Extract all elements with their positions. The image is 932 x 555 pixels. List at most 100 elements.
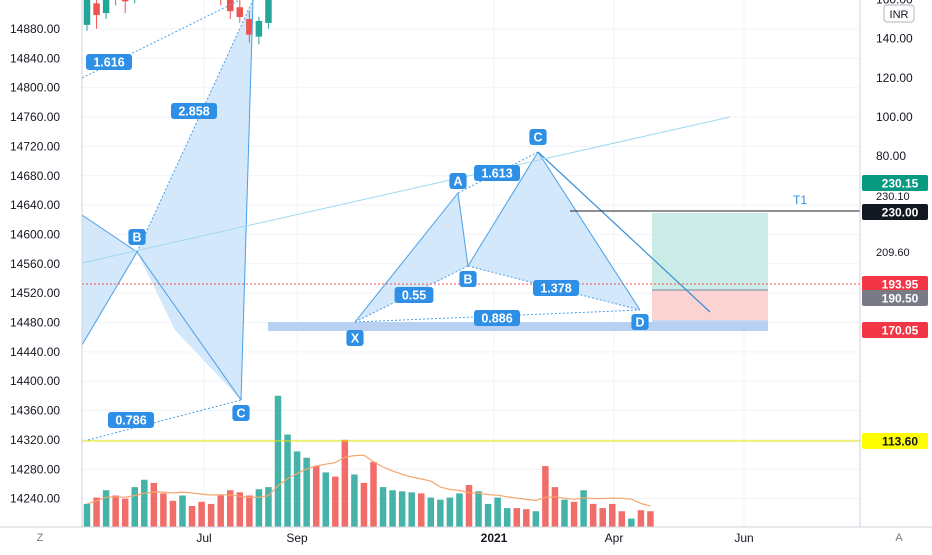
ratio-label-box xyxy=(533,280,579,296)
price-label: 113.60 xyxy=(882,435,918,449)
candle xyxy=(102,0,110,14)
ratio-label-box xyxy=(394,287,434,303)
volume-bar xyxy=(179,495,186,527)
ratio-label-box xyxy=(474,310,520,326)
x-tick-label: Sep xyxy=(286,531,308,545)
right-tick-label: 80.00 xyxy=(876,149,906,163)
volume-bar xyxy=(618,511,626,527)
volume-bar xyxy=(551,487,559,527)
volume-bar xyxy=(408,492,415,527)
price-label: 230.00 xyxy=(882,206,919,220)
volume-bar xyxy=(312,466,320,527)
ratio-label: 1.613 xyxy=(481,167,512,181)
right-tick-label: 140.00 xyxy=(876,32,913,46)
currency-badge-box xyxy=(883,4,915,23)
pattern-line xyxy=(354,265,469,323)
volume-bar xyxy=(293,451,301,527)
price-label-box xyxy=(862,276,928,292)
volume-bar xyxy=(475,491,482,527)
a-button: A xyxy=(895,532,903,544)
candle xyxy=(93,3,100,16)
projection-line xyxy=(537,151,711,313)
left-tick-label: 14760.00 xyxy=(10,110,60,124)
volume-bar xyxy=(503,508,511,527)
volume-bar xyxy=(599,508,606,527)
volume-bar xyxy=(532,511,540,527)
volume-bar xyxy=(418,493,425,527)
z-button: Z xyxy=(37,532,44,544)
candle xyxy=(227,0,234,12)
price-label: 190.50 xyxy=(882,292,919,306)
volume-bar xyxy=(83,503,91,527)
volume-bars xyxy=(83,395,654,527)
volume-bar xyxy=(647,511,654,527)
right-tick-label: 100.00 xyxy=(876,110,913,124)
volume-bar xyxy=(121,498,129,527)
volume-bar xyxy=(637,510,645,527)
point-label-box xyxy=(346,330,364,346)
price-label: 193.95 xyxy=(882,278,919,292)
volume-bar xyxy=(303,457,310,527)
volume-bar xyxy=(351,474,358,527)
candle xyxy=(265,0,272,23)
point-label: C xyxy=(236,407,245,421)
left-tick-label: 14240.00 xyxy=(10,492,60,506)
price-label-box xyxy=(862,433,928,449)
volume-bar xyxy=(456,493,463,527)
price-label-box xyxy=(862,290,928,306)
volume-bar xyxy=(227,490,234,527)
volume-bar xyxy=(370,461,377,527)
volume-bar xyxy=(112,495,119,527)
pattern-fills xyxy=(82,0,768,400)
volume-bar xyxy=(246,495,253,527)
pattern-fill xyxy=(355,193,468,322)
volume-bar xyxy=(198,501,205,527)
x-tick-label: Apr xyxy=(605,531,624,545)
ratio-label: 0.786 xyxy=(115,414,146,428)
pattern-labels: B C X A B C D 1.616 2.858 0.786 1.613 0.55 1.378 0.88… xyxy=(86,54,807,428)
volume-bar xyxy=(341,439,349,527)
left-tick-label: 14440.00 xyxy=(10,345,60,359)
point-label-box xyxy=(459,271,477,287)
volume-bar xyxy=(332,476,339,527)
volume-bar xyxy=(150,482,158,527)
pattern-line xyxy=(467,151,539,267)
ratio-label: 1.378 xyxy=(540,282,571,296)
volume-bar xyxy=(589,503,597,527)
candles xyxy=(83,0,272,45)
x-tick-label: Jul xyxy=(196,531,211,545)
ratio-label: 0.55 xyxy=(402,289,426,303)
point-label: B xyxy=(132,231,141,245)
pattern-line xyxy=(81,251,138,346)
point-label: X xyxy=(351,332,360,346)
price-label-box xyxy=(862,322,928,338)
volume-bar xyxy=(513,508,520,527)
target-zone xyxy=(652,213,768,292)
volume-bar xyxy=(217,495,224,527)
pattern-line xyxy=(457,192,469,267)
pattern-line xyxy=(136,251,242,401)
right-tick-label: 160.00 xyxy=(876,0,913,6)
ratio-label-box xyxy=(474,165,520,181)
volume-bar xyxy=(437,499,444,527)
volume-bar xyxy=(389,490,396,527)
point-label: D xyxy=(635,316,644,330)
pattern-line xyxy=(354,192,459,323)
volume-bar xyxy=(542,466,549,527)
candle xyxy=(83,0,91,25)
left-tick-label: 14720.00 xyxy=(10,139,60,153)
pattern-line xyxy=(240,0,254,401)
pattern-line xyxy=(354,309,641,323)
volume-bar xyxy=(274,395,282,527)
price-label-box xyxy=(862,175,928,191)
ratio-label: 1.616 xyxy=(93,56,124,70)
volume-bar xyxy=(93,497,100,527)
volume-bar xyxy=(446,497,454,527)
candle xyxy=(246,19,253,35)
ratio-label-box xyxy=(86,54,132,70)
right-minor-tick-label: 230.10 xyxy=(876,191,910,203)
volume-bar xyxy=(236,492,244,527)
point-label-box xyxy=(631,314,649,330)
